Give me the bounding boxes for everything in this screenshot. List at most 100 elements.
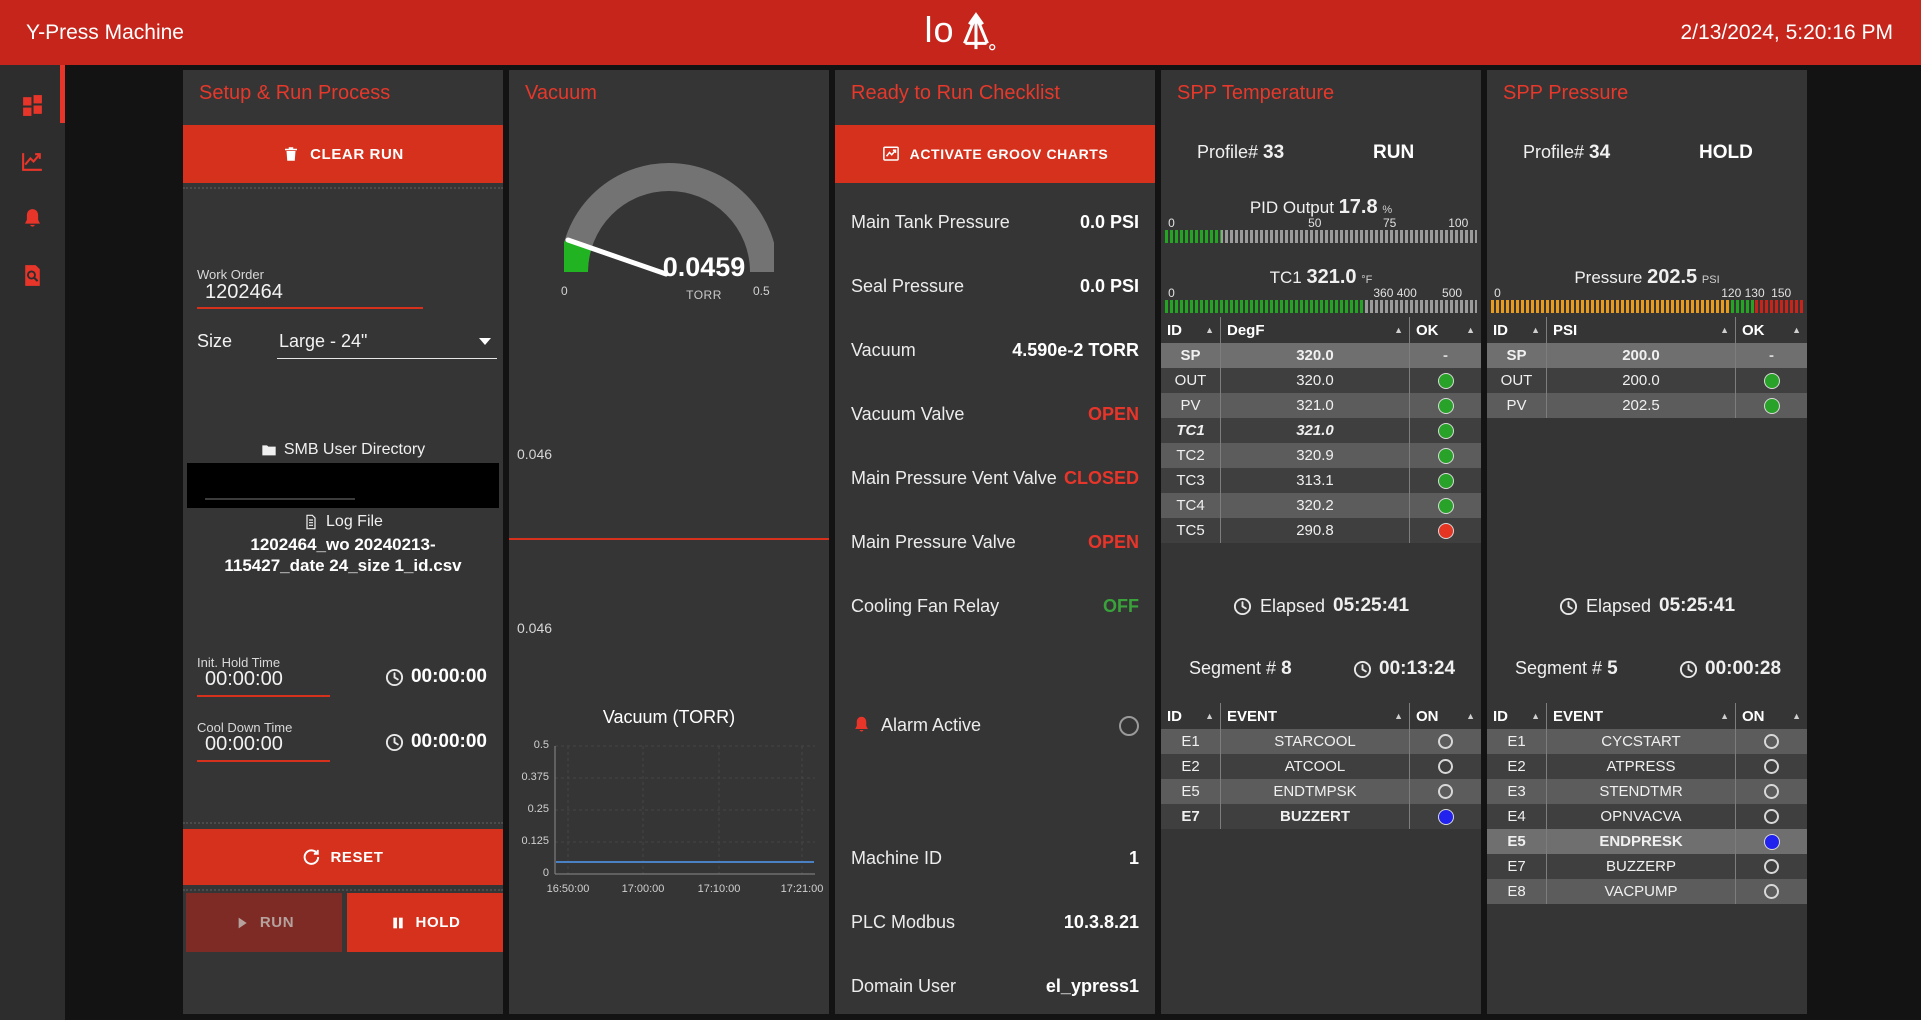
clock-icon — [1233, 597, 1251, 615]
alarm-active-label: Alarm Active — [881, 715, 982, 735]
checklist-row: Main Pressure Valve OPEN — [835, 510, 1155, 574]
spp-pressure-panel: SPP Pressure Profile# 34 HOLD Pressure 2… — [1487, 70, 1807, 1014]
sort-header-value[interactable]: EVENT ▲ — [1546, 703, 1736, 729]
trend-chart-icon — [22, 152, 42, 171]
x-tick-label: 17:00:00 — [621, 883, 665, 895]
reset-button[interactable]: RESET — [183, 829, 503, 885]
init-hold-label: Init. Hold Time — [197, 655, 281, 670]
app-title: Y-Press Machine — [26, 20, 184, 44]
activate-groov-charts-button[interactable]: ACTIVATE GROOV CHARTS — [835, 125, 1155, 183]
row-id: SP — [1506, 347, 1527, 364]
sort-header-status[interactable]: ON ▲ — [1416, 707, 1475, 725]
row-id: E7 — [1181, 808, 1200, 825]
folder-icon — [262, 445, 276, 456]
led-off — [1438, 759, 1453, 774]
smb-path-field[interactable] — [187, 463, 499, 508]
bar-tick-label: 0 — [1494, 286, 1501, 300]
led-green — [1437, 472, 1454, 489]
row-status — [1736, 859, 1807, 874]
sort-header-value[interactable]: PSI ▲ — [1546, 317, 1736, 343]
cool-down-input[interactable]: 00:00:00 — [205, 733, 283, 755]
play-icon — [238, 917, 247, 928]
row-value: ATCOOL — [1220, 754, 1410, 779]
iot-logo-arrow-icon — [962, 12, 995, 51]
chevron-down-icon[interactable] — [479, 338, 491, 345]
bar-tick-label: 75 — [1382, 216, 1397, 230]
table-row: OUT 320.0 — [1161, 368, 1481, 393]
panel-title: Setup & Run Process — [199, 82, 391, 104]
sort-header-value[interactable]: DegF ▲ — [1220, 317, 1410, 343]
pause-icon — [392, 917, 403, 928]
row-id: E1 — [1181, 733, 1200, 750]
smb-directory-link[interactable]: SMB User Directory — [183, 441, 503, 459]
hold-button[interactable]: HOLD — [347, 893, 503, 952]
row-id: TC5 — [1176, 522, 1205, 539]
sort-header-status[interactable]: ON ▲ — [1742, 707, 1801, 725]
sidebar-item-search-logs[interactable] — [0, 253, 65, 297]
clock-icon — [1353, 660, 1372, 678]
checklist-row: Cooling Fan Relay OFF — [835, 574, 1155, 638]
run-button[interactable]: RUN — [186, 893, 342, 952]
work-order-underline — [197, 307, 423, 309]
gauge-min-label: 0 — [561, 284, 568, 298]
sidebar-item-dashboard[interactable] — [0, 83, 65, 127]
info-row: PLC Modbus 10.3.8.21 — [835, 890, 1155, 954]
table-row: E2 ATPRESS — [1487, 754, 1807, 779]
init-hold-input[interactable]: 00:00:00 — [205, 668, 283, 690]
vacuum-chart-title: Vacuum (TORR) — [602, 707, 736, 727]
row-status — [1736, 372, 1807, 389]
init-hold-underline — [197, 695, 330, 697]
sort-header-status[interactable]: OK ▲ — [1742, 321, 1801, 339]
clear-run-button[interactable]: CLEAR RUN — [183, 125, 503, 183]
table-row: E7 BUZZERP — [1487, 854, 1807, 879]
sort-header-id[interactable]: ID ▲ — [1493, 707, 1540, 725]
dashboard-grid-icon — [23, 94, 42, 116]
led-green — [1437, 372, 1454, 389]
table-header: ID ▲ EVENT ▲ ON ▲ — [1487, 703, 1807, 729]
checklist-label: Main Tank Pressure — [851, 211, 1010, 232]
table-row: E8 VACPUMP — [1487, 879, 1807, 904]
table-row: TC1 321.0 — [1161, 418, 1481, 443]
sort-header-id[interactable]: ID ▲ — [1167, 321, 1214, 339]
tc1-label: TC1 321.0 °F — [1269, 266, 1373, 288]
row-value: 320.9 — [1220, 443, 1410, 468]
y-tick-label: 0.375 — [521, 771, 549, 783]
sort-header-id[interactable]: ID ▲ — [1167, 707, 1214, 725]
pid-bar-fill — [1165, 230, 1221, 243]
redacted-path — [205, 498, 355, 500]
sort-header-status[interactable]: OK ▲ — [1416, 321, 1475, 339]
sidebar-item-alarms[interactable] — [0, 197, 65, 241]
pressure-bar — [1491, 300, 1803, 313]
work-order-input[interactable]: 1202464 — [205, 281, 283, 303]
table-header: ID ▲ DegF ▲ OK ▲ — [1161, 317, 1481, 343]
vacuum-gauge-unit: TORR — [686, 288, 722, 302]
gauge-needle — [565, 237, 669, 277]
panel-title: Ready to Run Checklist — [851, 82, 1060, 104]
table-row: PV 321.0 — [1161, 393, 1481, 418]
led-off — [1438, 784, 1453, 799]
alarm-bell-icon — [855, 716, 868, 732]
row-status: - — [1410, 347, 1481, 364]
row-value: VACPUMP — [1546, 879, 1736, 904]
reset-label: RESET — [330, 848, 384, 866]
row-id: PV — [1180, 397, 1201, 414]
work-order-label: Work Order — [197, 267, 264, 282]
file-icon — [306, 514, 316, 530]
table-header: ID ▲ PSI ▲ OK ▲ — [1487, 317, 1807, 343]
row-status: - — [1736, 347, 1807, 364]
row-status — [1410, 372, 1481, 389]
sort-header-value[interactable]: EVENT ▲ — [1220, 703, 1410, 729]
led-green — [1437, 497, 1454, 514]
row-id: OUT — [1174, 372, 1207, 389]
sort-header-id[interactable]: ID ▲ — [1493, 321, 1540, 339]
led-off — [1764, 784, 1779, 799]
bar-tick-label: 50 — [1308, 216, 1322, 230]
sidebar-item-trends[interactable] — [0, 139, 65, 183]
vacuum-gauge-value: 0.0459 — [662, 252, 746, 282]
clock-icon — [385, 733, 403, 751]
led-off — [1764, 759, 1779, 774]
row-status — [1736, 833, 1807, 850]
log-file-link[interactable]: Log File — [183, 513, 503, 531]
size-select[interactable]: Large - 24" — [279, 331, 368, 351]
clock-icon — [385, 668, 403, 686]
